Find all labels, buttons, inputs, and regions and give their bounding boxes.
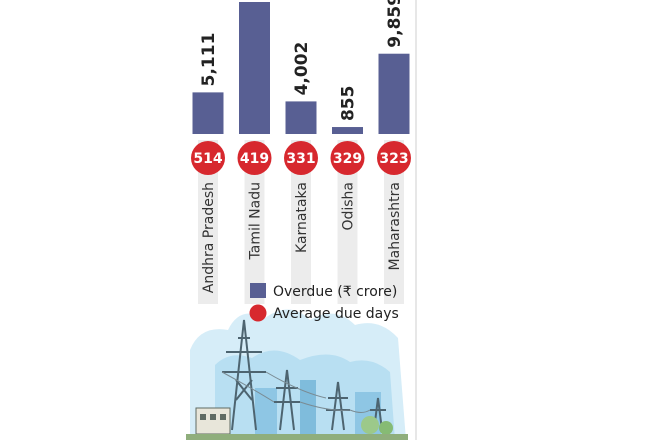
label-strip-odisha: [337, 140, 358, 304]
label-strip-maharashtra: [384, 140, 404, 304]
label-strip-tamil-nadu: [244, 140, 265, 304]
legend: Overdue (₹ crore) Average due days: [249, 283, 399, 322]
legend-label-overdue: Overdue (₹ crore): [273, 284, 397, 300]
badge-series: 514 Andhra Pradesh 419 Tamil Nadu 331 Karnata…: [191, 141, 411, 293]
due-days-badge-karnataka: [284, 141, 318, 175]
due-days-value-tamil-nadu: 419: [240, 151, 269, 167]
bar-value-karnataka: 4,002: [292, 42, 312, 96]
legend-label-due-days: Average due days: [273, 306, 399, 322]
due-days-value-odisha: 329: [333, 151, 362, 167]
bar-maharashtra: [378, 53, 410, 134]
category-label-maharashtra: Maharashtra: [387, 182, 403, 270]
legend-swatch-due-days: [249, 304, 267, 322]
due-days-badge-tamil-nadu: [237, 141, 272, 175]
due-days-value-maharashtra: 323: [379, 151, 408, 167]
bar-odisha: [332, 127, 363, 134]
bar-value-andhra-pradesh: 5,111: [199, 33, 219, 87]
category-label-karnataka: Karnataka: [294, 182, 310, 253]
bar-value-maharashtra: 9,859: [385, 0, 405, 48]
due-days-value-karnataka: 331: [286, 151, 315, 167]
category-label-odisha: Odisha: [341, 182, 357, 231]
due-days-badge-odisha: [330, 141, 365, 175]
bar-andhra-pradesh: [192, 92, 224, 134]
bar-karnataka: [285, 101, 317, 134]
category-label-tamil-nadu: Tamil Nadu: [248, 182, 264, 261]
due-days-value-andhra-pradesh: 514: [193, 151, 222, 167]
power-tower-illustration: [186, 309, 408, 440]
label-strips: [198, 140, 404, 304]
bar-value-odisha: 855: [339, 86, 359, 122]
label-strip-andhra-pradesh: [198, 140, 218, 304]
category-label-andhra-pradesh: Andhra Pradesh: [201, 182, 217, 293]
due-days-badge-maharashtra: [377, 141, 411, 175]
bar-tamil-nadu: [239, 2, 270, 134]
due-days-badge-andhra-pradesh: [191, 141, 225, 175]
label-strip-karnataka: [291, 140, 311, 304]
legend-swatch-overdue: [250, 283, 266, 298]
